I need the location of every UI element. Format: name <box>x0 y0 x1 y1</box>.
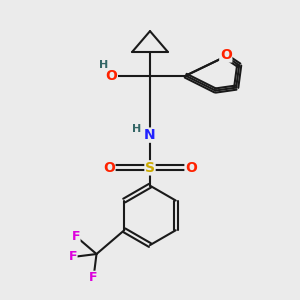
Text: F: F <box>68 250 77 263</box>
Text: F: F <box>71 230 80 243</box>
Text: H: H <box>132 124 141 134</box>
Text: F: F <box>89 271 98 284</box>
Text: N: N <box>144 128 156 142</box>
Text: O: O <box>105 69 117 83</box>
Text: S: S <box>145 161 155 175</box>
Text: H: H <box>99 60 109 70</box>
Text: O: O <box>185 161 197 175</box>
Text: O: O <box>103 161 115 175</box>
Text: O: O <box>220 48 232 62</box>
